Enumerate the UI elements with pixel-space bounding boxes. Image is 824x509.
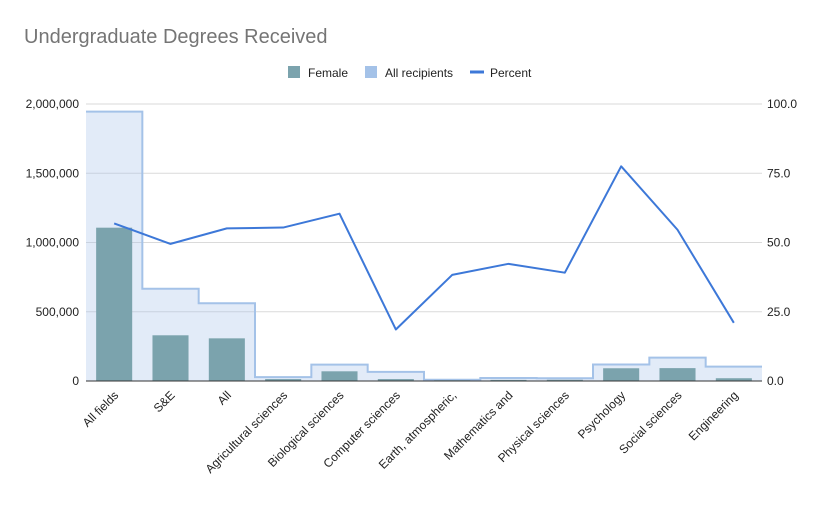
percent-series <box>113 165 735 331</box>
category-label-all-fields: All fields <box>80 388 121 429</box>
all-recipients-series <box>86 110 762 382</box>
left-tick-label: 1,500,000 <box>26 166 80 180</box>
bar-female-mathematics-and <box>490 379 527 381</box>
right-tick-label: 0.0 <box>767 374 784 388</box>
chart-title: Undergraduate Degrees Received <box>24 26 328 48</box>
legend-item-percent: Percent <box>470 66 532 80</box>
bar-female-psychology <box>603 368 640 381</box>
bar-female-agricultural-sciences <box>265 379 302 381</box>
right-axis: 0.0 25.0 50.0 75.0 100.0 <box>767 97 797 388</box>
left-axis: 0 500,000 1,000,000 1,500,000 2,000,000 <box>26 97 80 388</box>
bar-female-computer-sciences <box>377 379 414 381</box>
category-label-all: All <box>215 388 234 407</box>
legend-label: Female <box>308 66 348 80</box>
right-tick-label: 75.0 <box>767 166 791 180</box>
left-tick-label: 500,000 <box>36 305 80 319</box>
percent-line <box>113 165 735 331</box>
legend-item-female: Female <box>288 66 348 80</box>
bar-female-all-fields <box>96 227 133 381</box>
legend: Female All recipients Percent <box>288 66 532 80</box>
bar-female-all <box>208 338 245 381</box>
bar-female-s-e <box>152 335 189 381</box>
legend-swatch <box>288 66 300 78</box>
category-label-psychology: Psychology <box>575 388 628 441</box>
female-series <box>96 227 752 381</box>
legend-item-all-recipients: All recipients <box>365 66 453 80</box>
bar-female-biological-sciences <box>321 371 358 381</box>
bar-female-engineering <box>715 378 752 381</box>
right-tick-label: 50.0 <box>767 236 791 250</box>
left-tick-label: 1,000,000 <box>26 236 80 250</box>
category-label-s-e: S&E <box>151 388 178 415</box>
right-tick-label: 25.0 <box>767 305 791 319</box>
legend-label: Percent <box>490 66 532 80</box>
left-tick-label: 0 <box>72 374 79 388</box>
all-recipients-outline <box>86 110 762 381</box>
legend-swatch <box>365 66 377 78</box>
bar-female-physical-sciences <box>546 379 583 381</box>
bar-female-social-sciences <box>659 368 696 381</box>
left-tick-label: 2,000,000 <box>26 97 80 111</box>
category-label-engineering: Engineering <box>686 388 741 443</box>
right-tick-label: 100.0 <box>767 97 797 111</box>
legend-label: All recipients <box>385 66 453 80</box>
